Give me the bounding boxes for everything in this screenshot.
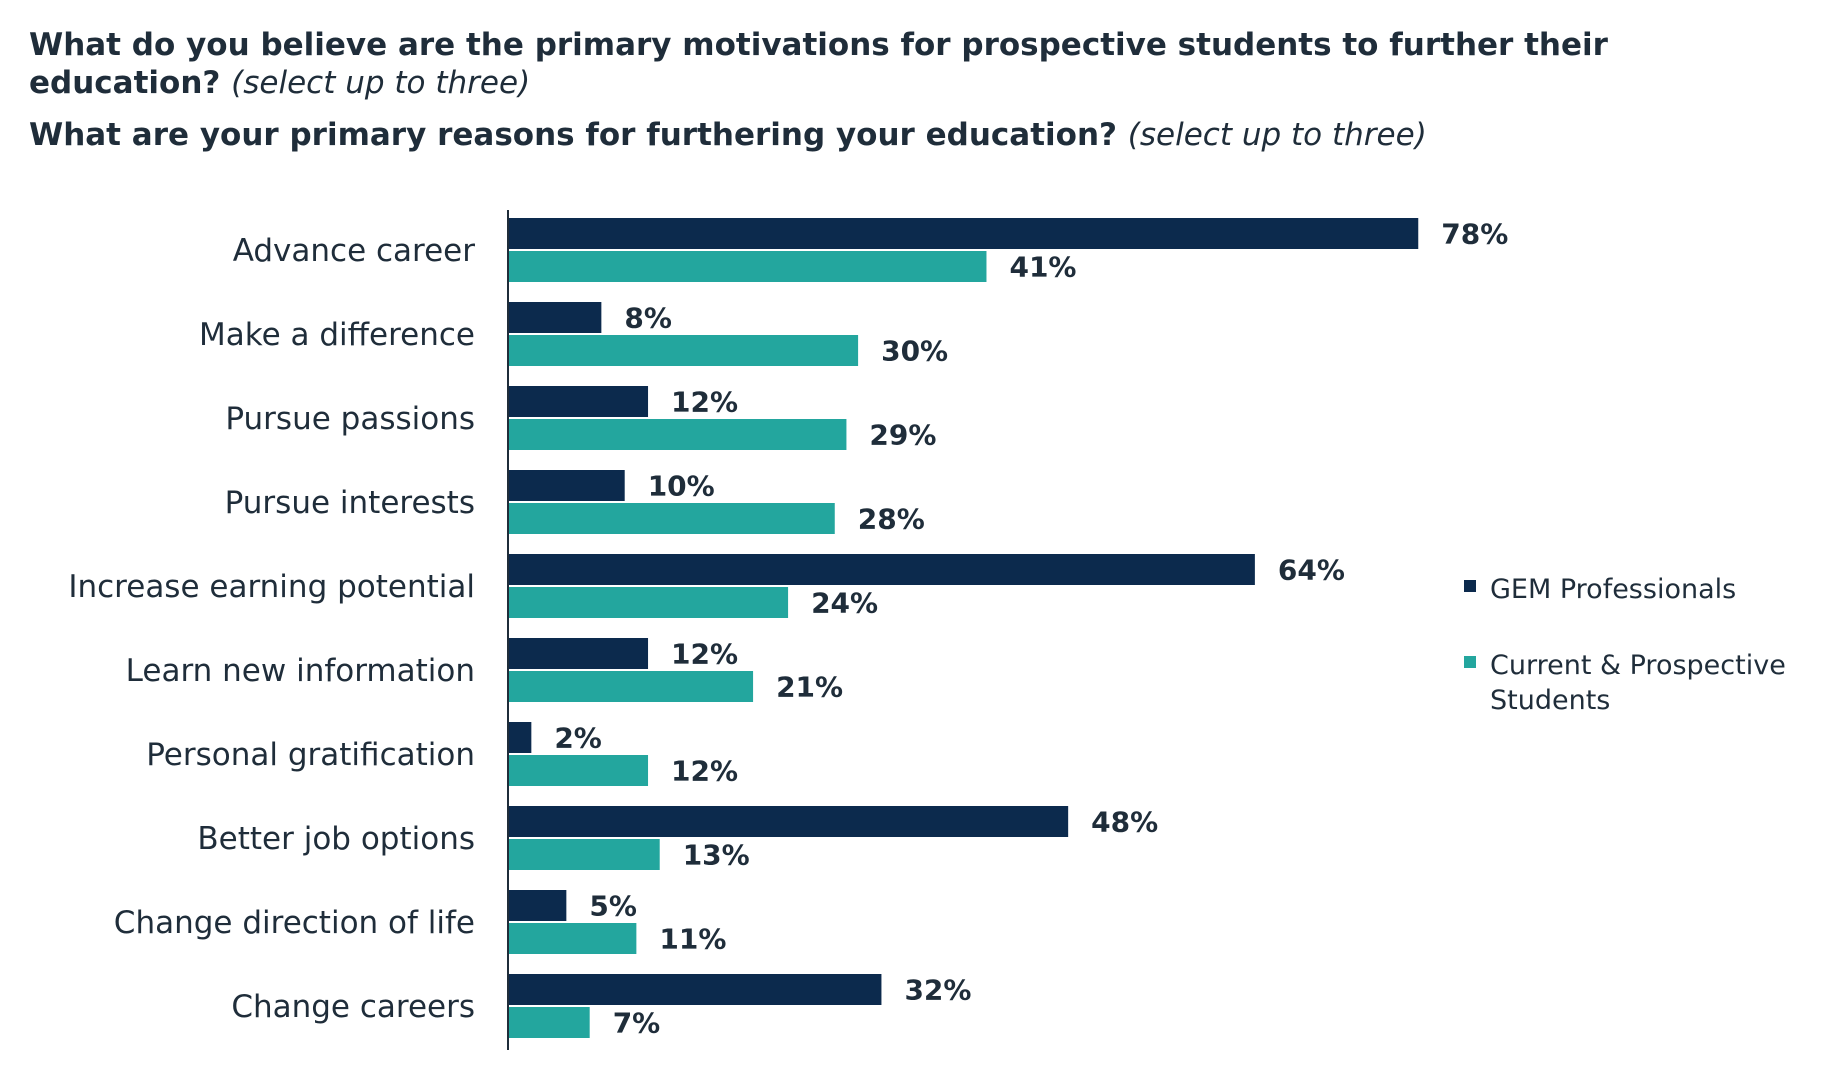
title-block: What do you believe are the primary moti… <box>29 26 1789 154</box>
category-label: Change careers <box>231 989 475 1025</box>
question-1-text: What do you believe are the primary moti… <box>29 27 1608 101</box>
gem-bar <box>508 638 649 669</box>
gem-value-label: 8% <box>624 302 672 335</box>
student-bar <box>508 923 637 954</box>
category-label: Pursue interests <box>225 485 475 521</box>
gem-value-label: 12% <box>671 638 738 671</box>
category-label: Advance career <box>233 233 476 269</box>
student-value-label: 30% <box>881 335 948 368</box>
student-bar <box>508 335 859 366</box>
student-value-label: 24% <box>811 587 878 620</box>
gem-value-label: 64% <box>1278 554 1345 587</box>
gem-bar <box>508 470 625 501</box>
gem-bar <box>508 722 532 753</box>
gem-bar <box>508 974 882 1005</box>
gem-value-label: 10% <box>648 470 715 503</box>
gem-value-label: 32% <box>904 974 971 1007</box>
gem-value-label: 5% <box>589 890 637 923</box>
gem-value-label: 2% <box>554 722 602 755</box>
gem-value-label: 48% <box>1091 806 1158 839</box>
student-bar <box>508 839 660 870</box>
category-label: Pursue passions <box>225 401 475 437</box>
question-2-note: (select up to three) <box>1127 117 1427 153</box>
gem-bar <box>508 302 602 333</box>
gem-bar <box>508 386 649 417</box>
student-bar <box>508 671 754 702</box>
student-bar <box>508 419 847 450</box>
student-value-label: 41% <box>1009 251 1076 284</box>
legend-label-students: Current & Prospective Students <box>1490 650 1786 716</box>
gem-value-label: 12% <box>671 386 738 419</box>
gem-bar <box>508 218 1419 249</box>
gem-bar <box>508 806 1069 837</box>
gem-bar <box>508 890 567 921</box>
category-label: Increase earning potential <box>68 569 475 605</box>
student-value-label: 11% <box>659 923 726 956</box>
student-value-label: 13% <box>683 839 750 872</box>
student-bar <box>508 755 649 786</box>
legend-label-gem: GEM Professionals <box>1490 574 1736 605</box>
gem-bar <box>508 554 1255 585</box>
category-label: Make a difference <box>199 317 475 353</box>
student-value-label: 28% <box>858 503 925 536</box>
category-label: Better job options <box>197 821 475 857</box>
student-bar <box>508 503 835 534</box>
student-bar <box>508 1007 590 1038</box>
student-value-label: 7% <box>613 1007 661 1040</box>
question-2: What are your primary reasons for furthe… <box>29 116 1789 154</box>
student-value-label: 21% <box>776 671 843 704</box>
student-value-label: 12% <box>671 755 738 788</box>
legend-swatch-students <box>1464 656 1476 668</box>
category-label: Change direction of life <box>114 905 475 941</box>
student-bar <box>508 251 987 282</box>
student-value-label: 29% <box>869 419 936 452</box>
question-1: What do you believe are the primary moti… <box>29 26 1789 102</box>
category-label: Learn new information <box>126 653 475 689</box>
question-2-text: What are your primary reasons for furthe… <box>29 117 1117 153</box>
category-label: Personal gratification <box>146 737 475 773</box>
gem-value-label: 78% <box>1441 218 1508 251</box>
question-1-note: (select up to three) <box>231 65 531 101</box>
legend-swatch-gem <box>1464 580 1476 592</box>
student-bar <box>508 587 789 618</box>
